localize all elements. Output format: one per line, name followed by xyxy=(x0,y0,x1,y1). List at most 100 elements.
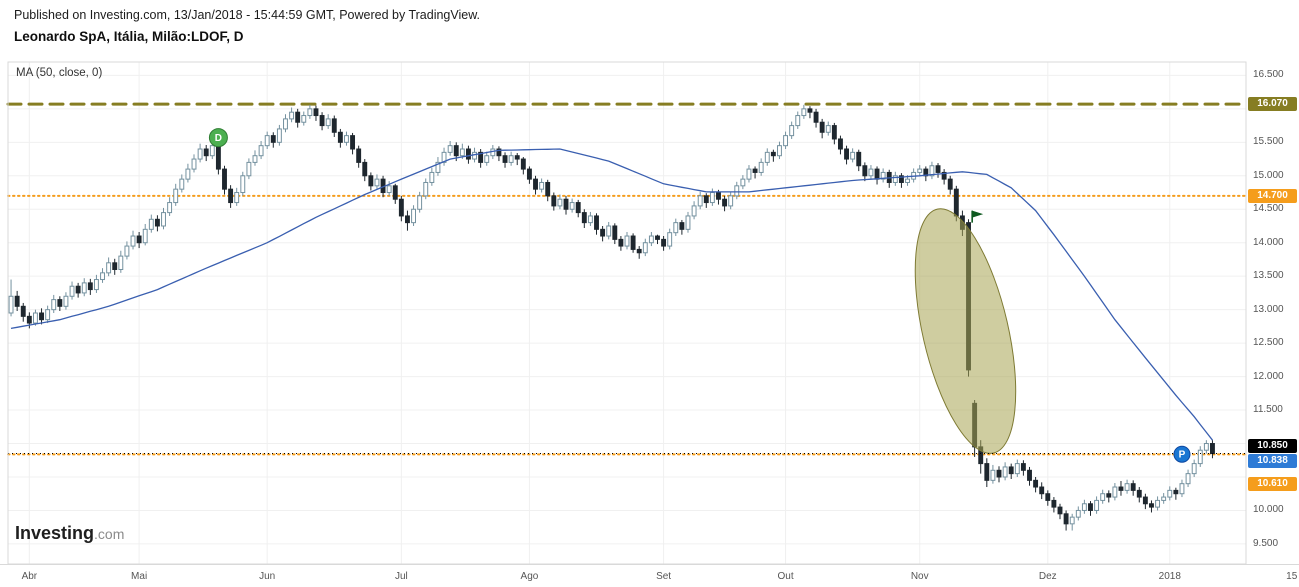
candle-up xyxy=(344,135,349,143)
candle-down xyxy=(581,212,587,224)
time-tick-label: 15 xyxy=(1286,571,1298,582)
candle-down xyxy=(844,148,849,160)
candle-down xyxy=(874,168,880,180)
candle-up xyxy=(81,282,87,294)
candle-down xyxy=(228,188,234,204)
candle-up xyxy=(447,145,453,153)
candle-down xyxy=(57,299,63,307)
candle-up xyxy=(185,168,191,180)
price-badge: 10.850 xyxy=(1248,438,1297,453)
candle-down xyxy=(819,121,825,133)
candle-down xyxy=(703,195,709,204)
candle-up xyxy=(740,178,746,187)
candle-down xyxy=(856,151,862,167)
candle-down xyxy=(575,202,581,214)
candle-down xyxy=(1039,486,1045,495)
candle-up xyxy=(8,295,14,314)
candle-up xyxy=(100,272,105,281)
candle-up xyxy=(124,245,130,257)
time-tick-label: Ago xyxy=(520,571,539,582)
price-tick-label: 14.500 xyxy=(1253,203,1284,215)
candle-up xyxy=(1094,499,1100,511)
ma-legend[interactable]: MA (50, close, 0) xyxy=(16,67,103,79)
dividend-marker-circle[interactable] xyxy=(208,128,228,148)
time-axis[interactable]: Abr Mai Jun Jul Ago Set Out Nov Dez 2018 15 xyxy=(0,564,1299,587)
candle-down xyxy=(1142,496,1148,505)
candle-up xyxy=(691,205,697,217)
candle-down xyxy=(350,135,356,150)
candle-down xyxy=(545,181,551,197)
candle-up xyxy=(1179,483,1185,495)
candle-down xyxy=(1106,493,1112,498)
highlight-ellipse[interactable] xyxy=(896,200,1036,463)
candle-up xyxy=(557,198,563,207)
candle-up xyxy=(569,202,575,210)
candle-up xyxy=(130,235,136,247)
dividend-marker[interactable]: D xyxy=(208,128,228,148)
candle-up xyxy=(167,202,173,214)
candle-down xyxy=(368,175,374,187)
price-tick-label: 11.500 xyxy=(1253,404,1283,416)
candle-down xyxy=(1008,466,1014,475)
ma-50-line[interactable] xyxy=(10,148,1214,441)
investing-logo: Investing.com xyxy=(15,523,124,544)
position-marker-circle[interactable] xyxy=(1173,445,1191,463)
candle-down xyxy=(392,185,398,200)
candle-up xyxy=(758,161,764,173)
candle-up xyxy=(429,171,435,183)
candle-up xyxy=(1155,499,1161,508)
candle-down xyxy=(898,175,904,183)
candle-down xyxy=(319,115,325,127)
price-axis[interactable]: 16.50016.00015.50015.00014.50014.00013.5… xyxy=(1246,0,1299,587)
candle-up xyxy=(209,145,215,157)
candle-up xyxy=(283,118,288,130)
candle-up xyxy=(1161,496,1167,501)
position-marker[interactable]: P xyxy=(1173,445,1191,463)
instrument-title: Leonardo SpA, Itália, Milão:LDOF, D xyxy=(14,29,244,44)
candle-down xyxy=(331,118,337,133)
candle-down xyxy=(1033,479,1039,488)
candle-up xyxy=(789,125,795,137)
candle-up xyxy=(1081,503,1087,511)
candle-up xyxy=(179,178,185,190)
candle-up xyxy=(142,228,148,244)
price-tick-label: 13.000 xyxy=(1253,303,1284,315)
candle-down xyxy=(1057,506,1063,515)
flag-marker[interactable] xyxy=(971,210,984,223)
candle-down xyxy=(563,198,569,210)
candle-down xyxy=(136,235,142,244)
candle-down xyxy=(862,165,868,177)
candle-down xyxy=(112,262,118,270)
candle-up xyxy=(917,168,923,173)
candle-up xyxy=(825,125,831,133)
candle-down xyxy=(203,148,209,157)
price-tick-label: 12.500 xyxy=(1253,337,1284,349)
candle-up xyxy=(423,181,429,197)
flag-icon xyxy=(972,210,984,218)
price-tick-label: 9.500 xyxy=(1253,537,1279,549)
candle-up xyxy=(783,135,789,147)
candle-up xyxy=(624,235,630,247)
candle-up xyxy=(264,135,270,147)
candle-up xyxy=(435,161,441,173)
candle-up xyxy=(508,155,514,163)
candle-up xyxy=(1112,486,1118,498)
candle-up xyxy=(850,151,856,160)
candle-up xyxy=(69,285,75,297)
candle-up xyxy=(667,232,673,247)
candle-up xyxy=(1002,466,1008,478)
candle-down xyxy=(807,108,813,113)
candle-down xyxy=(514,155,520,160)
candle-up xyxy=(642,242,648,254)
candle-down xyxy=(630,235,636,250)
candle-up xyxy=(868,168,874,177)
candle-down xyxy=(953,188,959,217)
price-tick-label: 15.000 xyxy=(1253,169,1284,181)
candle-down xyxy=(1051,499,1057,508)
price-tick-label: 16.500 xyxy=(1253,69,1284,81)
candle-up xyxy=(459,148,465,157)
price-badge: 10.610 xyxy=(1248,476,1297,491)
candle-down xyxy=(533,178,538,190)
candle-down xyxy=(551,195,557,207)
